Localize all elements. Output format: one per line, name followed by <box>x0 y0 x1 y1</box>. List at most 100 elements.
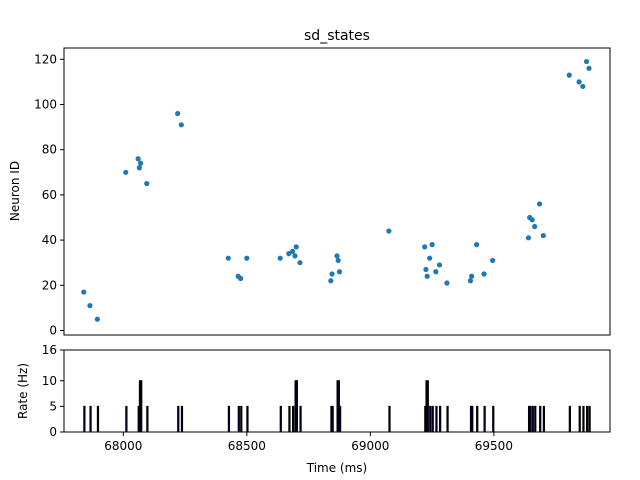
spike-point-47 <box>580 83 586 90</box>
spike-point-3 <box>123 169 129 175</box>
rate-bar-13 <box>246 405 249 433</box>
rate-bar-30 <box>431 405 434 433</box>
spike-point-12 <box>238 275 244 282</box>
rate-bar-15 <box>288 405 291 433</box>
rate-bar-45 <box>568 405 571 433</box>
rate-bar-16 <box>292 405 295 433</box>
rate-histogram: 0 5 10 16 68000 68500 69000 69500 Rate (Hz) Ti… <box>16 343 611 475</box>
rate-bar-47 <box>582 405 585 433</box>
spike-point-22 <box>334 253 340 259</box>
rate-y-axis: 0 5 10 16 <box>42 343 64 439</box>
spike-point-24 <box>336 269 343 275</box>
rate-y-tick-label: 10 <box>42 374 57 388</box>
spike-point-38 <box>490 257 496 264</box>
rate-bar-0 <box>83 405 86 433</box>
spike-point-26 <box>422 244 428 250</box>
rate-bar-1 <box>89 405 92 433</box>
rate-bar-32 <box>439 405 442 433</box>
rate-bar-37 <box>483 405 486 433</box>
spike-point-18 <box>293 244 299 250</box>
spike-point-34 <box>467 278 474 284</box>
rate-bar-14 <box>279 405 282 433</box>
rate-y-tick-label: 5 <box>49 399 57 413</box>
rate-bar-40 <box>529 405 532 433</box>
spike-point-16 <box>289 248 296 254</box>
spike-point-28 <box>424 273 430 279</box>
spike-point-39 <box>525 235 532 241</box>
spike-point-25 <box>386 228 392 234</box>
chart-title: sd_states <box>304 28 370 44</box>
spike-point-32 <box>436 262 443 268</box>
spike-point-43 <box>536 201 543 207</box>
spike-point-46 <box>576 79 582 85</box>
rate-y-tick-label: 16 <box>42 343 57 357</box>
spike-point-20 <box>328 278 334 284</box>
raster-y-tick-label: 100 <box>34 97 57 111</box>
rate-bar-33 <box>446 405 449 433</box>
spike-point-48 <box>583 58 590 65</box>
spike-point-35 <box>469 273 475 279</box>
spike-point-8 <box>175 110 181 117</box>
rate-bar-28 <box>426 380 429 433</box>
spike-point-23 <box>335 257 341 264</box>
rate-bar-29 <box>429 405 432 433</box>
spike-point-6 <box>137 160 144 166</box>
spike-point-29 <box>427 255 433 261</box>
rate-bar-19 <box>299 405 302 433</box>
raster-y-tick-label: 120 <box>34 52 57 66</box>
spike-point-9 <box>178 122 184 128</box>
histogram-frame <box>63 349 611 433</box>
time-x-tick-label: 68500 <box>228 439 266 453</box>
spike-point-0 <box>81 289 87 295</box>
time-x-tick-label: 69500 <box>475 439 513 453</box>
spike-point-7 <box>144 180 150 187</box>
rate-bar-2 <box>96 405 100 433</box>
spike-point-4 <box>135 156 141 162</box>
raster-plot: 0 20 40 60 80 100 120 Neuron ID <box>8 47 611 337</box>
raster-y-axis: 0 20 40 60 80 100 120 <box>34 52 64 337</box>
spike-point-27 <box>423 266 429 273</box>
spike-point-44 <box>540 232 546 239</box>
rate-bar-46 <box>578 405 581 433</box>
rate-bar-12 <box>240 405 243 433</box>
rate-bar-38 <box>492 405 495 433</box>
spike-point-37 <box>481 271 487 277</box>
spike-point-31 <box>433 269 439 275</box>
raster-y-label: Neuron ID <box>8 161 22 221</box>
spike-point-19 <box>297 260 303 266</box>
spike-point-5 <box>136 165 142 171</box>
spike-point-49 <box>586 65 592 71</box>
rate-bars <box>83 380 591 433</box>
raster-y-tick-label: 40 <box>42 233 57 247</box>
raster-y-tick-label: 80 <box>42 143 57 157</box>
spike-point-42 <box>532 223 538 230</box>
rate-bar-43 <box>539 405 542 433</box>
rate-bar-6 <box>140 380 143 433</box>
rate-bar-21 <box>331 405 334 433</box>
spike-point-1 <box>87 303 93 309</box>
rate-bar-48 <box>586 405 589 433</box>
rate-bar-11 <box>237 405 240 433</box>
rate-bar-10 <box>227 405 231 433</box>
spike-point-33 <box>444 280 450 286</box>
spike-point-36 <box>473 242 480 248</box>
rate-bar-24 <box>338 405 342 433</box>
rate-y-tick-label: 0 <box>49 425 57 439</box>
spike-point-45 <box>566 72 572 78</box>
spike-point-41 <box>529 217 535 223</box>
spike-point-2 <box>94 316 100 322</box>
rate-bar-18 <box>295 380 298 433</box>
time-x-label: Time (ms) <box>306 461 368 475</box>
rate-bar-36 <box>476 405 479 433</box>
time-x-tick-label: 69000 <box>351 439 389 453</box>
rate-bar-41 <box>531 405 534 433</box>
rate-bar-3 <box>125 405 128 433</box>
time-x-tick-label: 68000 <box>104 439 142 453</box>
spike-point-30 <box>429 242 435 248</box>
rate-bar-8 <box>177 405 180 433</box>
spike-point-21 <box>329 271 335 277</box>
spike-point-14 <box>277 255 283 261</box>
raster-y-tick-label: 0 <box>49 323 57 337</box>
rate-bar-9 <box>180 405 184 433</box>
